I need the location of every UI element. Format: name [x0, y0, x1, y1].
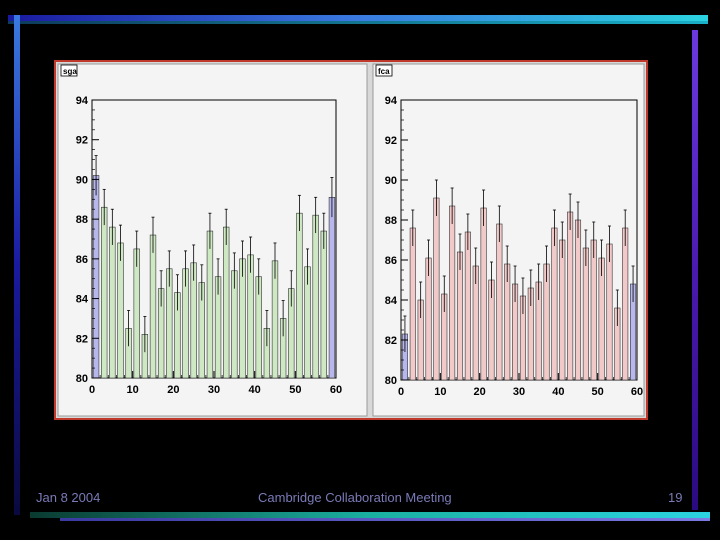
- histogram-bar: [622, 227, 629, 381]
- footer-date: Jan 8 2004: [36, 490, 101, 505]
- histogram-bar: [328, 197, 336, 379]
- histogram-bar: [598, 257, 605, 381]
- histogram-bar: [409, 227, 416, 381]
- y-tick-label: 86: [76, 254, 88, 266]
- y-tick-label: 94: [76, 95, 89, 107]
- x-tick-label: 60: [631, 386, 643, 398]
- histogram-bar: [480, 207, 487, 381]
- histogram-title: fca: [378, 67, 390, 76]
- y-tick-label: 94: [385, 95, 398, 107]
- bottom-decor-bar: [30, 512, 710, 518]
- x-tick-label: 10: [127, 384, 139, 396]
- histogram-bar: [296, 212, 303, 379]
- top-decor-bar-2: [8, 21, 708, 24]
- y-tick-label: 82: [385, 335, 397, 347]
- x-tick-label: 30: [208, 384, 220, 396]
- x-tick-label: 40: [249, 384, 261, 396]
- x-tick-label: 20: [167, 384, 179, 396]
- histogram-bar: [92, 175, 100, 379]
- histogram-bar: [567, 211, 574, 381]
- x-tick-label: 40: [552, 386, 564, 398]
- y-tick-label: 84: [385, 295, 398, 307]
- histogram-figure: sga 80 82 84 86 88 90 92 94 0 10 20 30 40 50 60 fca 80 82 8…: [57, 63, 645, 417]
- y-tick-label: 88: [76, 214, 88, 226]
- histogram-bar: [449, 205, 456, 381]
- plot-area: [91, 99, 337, 379]
- left-decor-bar: [14, 15, 20, 515]
- histogram-bar: [551, 227, 558, 381]
- histogram-bar: [559, 239, 566, 381]
- histogram-bar: [433, 197, 440, 381]
- y-tick-label: 86: [385, 255, 397, 267]
- histogram-bar: [206, 230, 214, 379]
- y-tick-label: 88: [385, 215, 397, 227]
- x-tick-label: 20: [474, 386, 486, 398]
- y-tick-label: 90: [76, 174, 88, 186]
- y-tick-label: 82: [76, 333, 88, 345]
- x-tick-label: 60: [330, 384, 342, 396]
- histogram-bar: [464, 231, 471, 381]
- footer-page: 19: [668, 490, 683, 505]
- histogram-bar: [101, 206, 108, 379]
- top-decor-bar: [8, 15, 708, 21]
- x-tick-label: 50: [592, 386, 604, 398]
- histogram-bar: [574, 219, 582, 381]
- histogram-bar: [425, 257, 432, 381]
- y-tick-label: 92: [76, 135, 88, 147]
- y-tick-label: 84: [76, 294, 89, 306]
- panel-sga: sga 80 82 84 86 88 90 92 94 0 10 20 30 40 50 60: [57, 63, 368, 417]
- panel-fca: fca 80 82 84 86 88 90 92 94 0 10 20 30 40 50 60: [372, 63, 645, 417]
- histogram-bar: [606, 243, 613, 381]
- y-tick-label: 80: [385, 375, 397, 387]
- y-tick-label: 90: [385, 175, 397, 187]
- histogram-bar: [496, 223, 503, 381]
- histogram-bar: [582, 247, 589, 381]
- histogram-bar: [247, 254, 254, 379]
- histogram-bar: [590, 239, 597, 381]
- histogram-bar: [149, 234, 157, 379]
- right-decor-bar: [692, 30, 698, 510]
- histogram-title: sga: [63, 67, 77, 76]
- x-tick-label: 0: [398, 386, 404, 398]
- x-tick-label: 30: [513, 386, 525, 398]
- histogram-bar: [133, 248, 140, 379]
- y-tick-label: 80: [76, 373, 88, 385]
- x-tick-label: 10: [434, 386, 446, 398]
- title-box: [60, 64, 78, 77]
- title-box: [375, 64, 393, 77]
- x-tick-label: 50: [289, 384, 301, 396]
- histogram-bar: [456, 251, 464, 381]
- bottom-decor-bar-2: [60, 518, 710, 521]
- histogram-bar: [320, 230, 327, 379]
- histogram-bar: [223, 226, 230, 379]
- histogram-bar: [109, 226, 116, 379]
- footer-title: Cambridge Collaboration Meeting: [258, 490, 452, 505]
- histogram-bar: [117, 242, 124, 379]
- figure-frame: sga 80 82 84 86 88 90 92 94 0 10 20 30 40 50 60 fca 80 82 8…: [54, 60, 648, 420]
- plot-area: [400, 99, 638, 381]
- x-tick-label: 0: [89, 384, 95, 396]
- y-tick-label: 92: [385, 135, 397, 147]
- histogram-bar: [312, 214, 319, 379]
